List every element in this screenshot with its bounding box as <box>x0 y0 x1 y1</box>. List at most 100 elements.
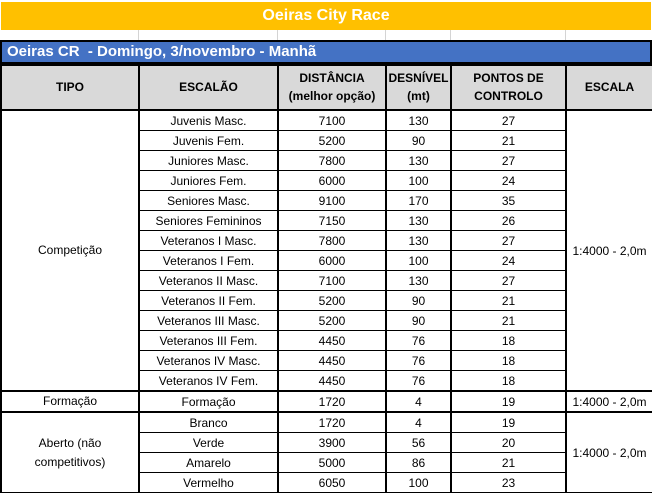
header-distancia: DISTÂNCIA (melhor opção) <box>277 64 387 111</box>
grid-line <box>450 30 451 40</box>
distancia-cell: 5200 <box>277 130 387 151</box>
escalao-cell: Veteranos IV Masc. <box>138 350 279 371</box>
table-row: Juvenis Fem. 5200 90 21 <box>1 130 652 151</box>
pontos-cell: 21 <box>450 130 567 151</box>
session-banner: Oeiras CR - Domingo, 3/novembro - Manhã <box>0 40 652 64</box>
pontos-cell: 18 <box>450 330 567 351</box>
table-row: Seniores Femininos 7150 130 26 <box>1 210 652 231</box>
pontos-cell: 19 <box>450 390 567 413</box>
pontos-cell: 18 <box>450 350 567 371</box>
desnivel-cell: 4 <box>385 390 452 413</box>
distancia-cell: 6050 <box>277 472 387 493</box>
table-row: Veteranos I Fem. 6000 100 24 <box>1 250 652 271</box>
desnivel-cell: 76 <box>385 330 452 351</box>
escala-cell: 1:4000 - 2,0m <box>565 411 652 493</box>
escalao-cell: Formação <box>138 390 279 413</box>
table-row: Seniores Masc. 9100 170 35 <box>1 190 652 211</box>
table-row: Competição Juvenis Masc. 7100 130 27 1:4000 -… <box>0 109 652 392</box>
desnivel-cell: 76 <box>385 350 452 371</box>
header-escalao: ESCALÃO <box>138 64 279 111</box>
desnivel-cell: 76 <box>385 370 452 392</box>
distancia-cell: 5000 <box>277 452 387 473</box>
header-tipo: TIPO <box>0 64 140 111</box>
table-row: Verde 3900 56 20 <box>1 432 652 453</box>
desnivel-cell: 56 <box>385 432 452 453</box>
grid-line <box>385 30 386 40</box>
pontos-cell: 24 <box>450 250 567 271</box>
page-title: Oeiras City Race <box>1 2 651 30</box>
escalao-cell: Branco <box>138 411 279 433</box>
table-row: Veteranos I Masc. 7800 130 27 <box>1 230 652 251</box>
desnivel-cell: 4 <box>385 411 452 433</box>
desnivel-cell: 90 <box>385 130 452 151</box>
header-row: TIPO ESCALÃO DISTÂNCIA (melhor opção) DE… <box>0 64 652 111</box>
pontos-cell: 19 <box>450 411 567 433</box>
table-row: Juniores Masc. 7800 130 27 <box>1 150 652 171</box>
desnivel-cell: 86 <box>385 452 452 473</box>
pontos-cell: 23 <box>450 472 567 493</box>
gridline-gap-row <box>0 30 652 40</box>
distancia-cell: 4450 <box>277 370 387 392</box>
escalao-cell: Vermelho <box>138 472 279 493</box>
desnivel-cell: 130 <box>385 270 452 291</box>
escalao-cell: Juniores Masc. <box>138 150 279 171</box>
distancia-cell: 1720 <box>277 390 387 413</box>
pontos-cell: 20 <box>450 432 567 453</box>
table-row: Formação Formação 1720 4 19 1:4000 - 2,0m <box>0 390 652 413</box>
distancia-cell: 6000 <box>277 250 387 271</box>
table-row: Veteranos II Fem. 5200 90 21 <box>1 290 652 311</box>
escalao-cell: Veteranos I Masc. <box>138 230 279 251</box>
escalao-cell: Veteranos III Masc. <box>138 310 279 331</box>
pontos-cell: 35 <box>450 190 567 211</box>
distancia-cell: 7100 <box>277 109 387 131</box>
escalao-cell: Juniores Fem. <box>138 170 279 191</box>
desnivel-cell: 100 <box>385 472 452 493</box>
desnivel-cell: 170 <box>385 190 452 211</box>
grid-line <box>138 30 139 40</box>
pontos-cell: 21 <box>450 310 567 331</box>
escalao-cell: Veteranos III Fem. <box>138 330 279 351</box>
distancia-cell: 7800 <box>277 230 387 251</box>
grid-line <box>565 30 566 40</box>
tipo-cell: Formação <box>0 390 140 413</box>
escala-cell: 1:4000 - 2,0m <box>565 390 652 413</box>
desnivel-cell: 100 <box>385 170 452 191</box>
distancia-cell: 7150 <box>277 210 387 231</box>
escalao-cell: Amarelo <box>138 452 279 473</box>
escalao-cell: Seniores Femininos <box>138 210 279 231</box>
tipo-cell: Competição <box>0 109 140 392</box>
pontos-cell: 27 <box>450 150 567 171</box>
table-row: Veteranos IV Masc. 4450 76 18 <box>1 350 652 371</box>
distancia-cell: 5200 <box>277 310 387 331</box>
pontos-cell: 21 <box>450 290 567 311</box>
table-row: Amarelo 5000 86 21 <box>1 452 652 473</box>
desnivel-cell: 130 <box>385 109 452 131</box>
distancia-cell: 1720 <box>277 411 387 433</box>
table-row: Aberto (não competitivos) Branco 1720 4 19 1:… <box>0 411 652 493</box>
escalao-cell: Verde <box>138 432 279 453</box>
table-row: Juniores Fem. 6000 100 24 <box>1 170 652 191</box>
escalao-cell: Veteranos II Fem. <box>138 290 279 311</box>
escala-cell: 1:4000 - 2,0m <box>565 109 652 392</box>
pontos-cell: 18 <box>450 370 567 392</box>
pontos-cell: 24 <box>450 170 567 191</box>
desnivel-cell: 90 <box>385 290 452 311</box>
pontos-cell: 27 <box>450 270 567 291</box>
distancia-cell: 9100 <box>277 190 387 211</box>
table-row: Veteranos III Masc. 5200 90 21 <box>1 310 652 331</box>
distancia-cell: 7100 <box>277 270 387 291</box>
pontos-cell: 27 <box>450 109 567 131</box>
grid-line <box>277 30 278 40</box>
pontos-cell: 21 <box>450 452 567 473</box>
header-desnivel: DESNÍVEL (mt) <box>385 64 452 111</box>
distancia-cell: 3900 <box>277 432 387 453</box>
header-escala: ESCALA <box>565 64 652 111</box>
escalao-cell: Veteranos I Fem. <box>138 250 279 271</box>
pontos-cell: 27 <box>450 230 567 251</box>
escalao-cell: Veteranos II Masc. <box>138 270 279 291</box>
desnivel-cell: 130 <box>385 150 452 171</box>
distancia-cell: 4450 <box>277 350 387 371</box>
distancia-cell: 6000 <box>277 170 387 191</box>
desnivel-cell: 100 <box>385 250 452 271</box>
